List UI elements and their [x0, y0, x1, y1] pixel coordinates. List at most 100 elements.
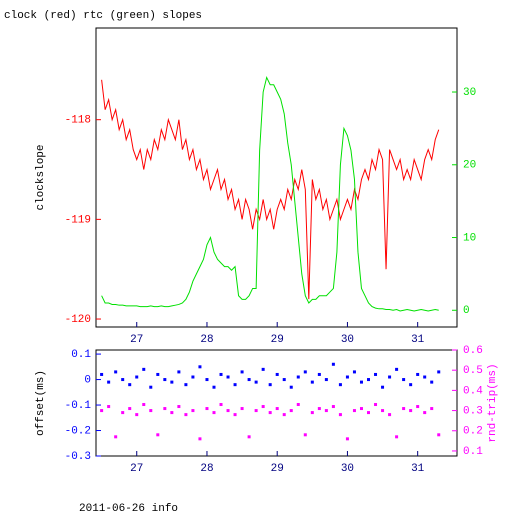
y-tick-label: -0.1: [65, 400, 92, 412]
point: [282, 413, 286, 417]
point: [170, 380, 174, 384]
point: [177, 370, 181, 374]
point: [395, 367, 399, 371]
y2-tick-label: 10: [463, 232, 476, 244]
x-tick-label: 30: [341, 334, 354, 346]
point: [226, 375, 230, 379]
y-tick-label: 0: [84, 374, 91, 386]
point: [331, 405, 335, 409]
point: [254, 409, 258, 413]
point: [149, 409, 153, 413]
y2-tick-label: 20: [463, 160, 476, 172]
point: [289, 385, 293, 389]
point: [268, 383, 272, 387]
x-tick-label: 31: [411, 334, 425, 346]
point: [142, 367, 146, 371]
point: [212, 411, 216, 415]
point: [345, 375, 349, 379]
point: [437, 433, 441, 437]
point: [163, 378, 167, 382]
point: [240, 370, 244, 374]
point: [430, 380, 434, 384]
line-series: [101, 75, 439, 312]
point: [121, 378, 125, 382]
point: [367, 378, 371, 382]
point: [198, 437, 202, 441]
point: [317, 372, 321, 376]
point: [142, 403, 146, 407]
point: [388, 375, 392, 379]
y2-tick-label: 0.6: [463, 345, 483, 357]
point: [374, 403, 378, 407]
point: [275, 372, 279, 376]
footer: 2011-06-26 info: [79, 503, 178, 512]
point: [219, 403, 223, 407]
y-tick-label: -118: [65, 115, 91, 127]
point: [367, 411, 371, 415]
point: [345, 437, 349, 441]
point: [247, 435, 251, 439]
x-tick-label: 27: [130, 463, 143, 475]
point: [205, 378, 209, 382]
point: [107, 380, 111, 384]
point: [395, 435, 399, 439]
x-tick-label: 28: [200, 334, 213, 346]
point: [359, 380, 363, 384]
point: [100, 372, 104, 376]
point: [381, 385, 385, 389]
y2-axis-label: rnd-trip(ms): [487, 363, 499, 442]
point: [338, 413, 342, 417]
x-tick-label: 29: [271, 334, 284, 346]
y2-tick-label: 0.2: [463, 426, 483, 438]
x-tick-label: 30: [341, 463, 354, 475]
point: [128, 383, 132, 387]
point: [198, 365, 202, 369]
x-tick-label: 31: [411, 463, 425, 475]
point: [310, 411, 314, 415]
point: [114, 370, 118, 374]
y2-tick-label: 0.3: [463, 405, 483, 417]
point: [261, 405, 265, 409]
y2-tick-label: 0.1: [463, 446, 483, 458]
point: [240, 407, 244, 411]
point: [430, 407, 434, 411]
y-tick-label: 0.1: [71, 349, 91, 361]
point: [261, 367, 265, 371]
point: [163, 407, 167, 411]
line-series: [101, 79, 440, 300]
y-tick-label: -120: [65, 314, 91, 326]
point: [296, 375, 300, 379]
point: [317, 407, 321, 411]
point: [388, 413, 392, 417]
point: [324, 378, 328, 382]
point: [226, 409, 230, 413]
point: [247, 378, 251, 382]
y2-tick-label: 30: [463, 87, 476, 99]
point: [156, 433, 160, 437]
point: [310, 380, 314, 384]
point: [184, 413, 188, 417]
point: [338, 383, 342, 387]
point: [289, 409, 293, 413]
point: [100, 409, 104, 413]
point: [114, 435, 118, 439]
y-tick-label: -0.3: [65, 451, 91, 463]
point: [107, 405, 111, 409]
y2-tick-label: 0.4: [463, 385, 483, 397]
point: [268, 411, 272, 415]
point: [296, 403, 300, 407]
x-tick-label: 29: [271, 463, 284, 475]
point: [233, 383, 237, 387]
x-tick-label: 28: [200, 463, 213, 475]
point: [135, 375, 139, 379]
point: [423, 411, 427, 415]
point: [352, 370, 356, 374]
point: [275, 407, 279, 411]
y-axis-label: offset(ms): [35, 370, 47, 436]
point: [409, 409, 413, 413]
y2-tick-label: 0.5: [463, 365, 483, 377]
point: [402, 407, 406, 411]
plot-frame: [95, 27, 458, 328]
point: [437, 370, 441, 374]
